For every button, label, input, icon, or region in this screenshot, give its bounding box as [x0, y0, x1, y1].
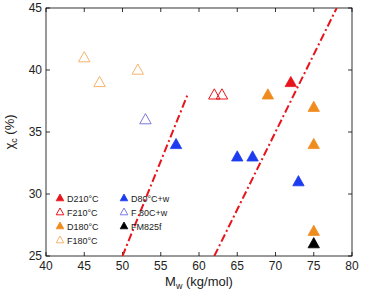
label-unit: (%): [2, 114, 17, 138]
x-tick: [352, 252, 353, 256]
legend-label: D80°C+w: [131, 194, 170, 204]
x-tick-label: 55: [154, 259, 168, 273]
x-tick-label: 45: [78, 259, 92, 273]
point: [308, 225, 319, 235]
x-tick-label: 70: [269, 259, 283, 273]
legend-label: F180°C: [67, 236, 98, 246]
point: [232, 151, 243, 161]
x-tick-top: [46, 8, 47, 12]
point: [132, 64, 143, 74]
x-tick-top: [313, 8, 314, 12]
y-tick: [46, 132, 50, 133]
y-tick-label: 35: [29, 125, 43, 139]
legend-marker: [120, 208, 128, 215]
point: [216, 89, 227, 99]
x-tick-top: [84, 8, 85, 12]
point: [209, 89, 220, 99]
point: [285, 76, 296, 86]
y-tick: [46, 70, 50, 71]
point: [140, 114, 151, 124]
y-tick: [46, 256, 50, 257]
x-tick-label: 50: [116, 259, 130, 273]
point: [293, 176, 304, 186]
y-tick-right: [348, 194, 352, 195]
legend-label: D210°C: [67, 194, 99, 204]
point: [308, 138, 319, 148]
legend-label: FM825f: [131, 222, 162, 232]
legend-label: D180°C: [67, 222, 99, 232]
x-tick-top: [122, 8, 123, 12]
legend-marker: [56, 222, 64, 229]
y-tick: [46, 194, 50, 195]
point: [247, 151, 258, 161]
y-tick-label: 45: [29, 1, 43, 15]
x-tick: [313, 252, 314, 256]
legend-marker: [120, 222, 128, 229]
y-tick: [46, 8, 50, 9]
y-tick-right: [348, 8, 352, 9]
y-tick-right: [348, 256, 352, 257]
x-tick: [160, 252, 161, 256]
legend-marker: [56, 194, 64, 201]
x-tick-label: 80: [345, 259, 359, 273]
x-tick-top: [160, 8, 161, 12]
legend-marker: [120, 194, 128, 201]
x-tick: [84, 252, 85, 256]
x-tick-label: 75: [307, 259, 321, 273]
y-tick-label: 40: [29, 63, 43, 77]
x-tick-top: [352, 8, 353, 12]
trend-line: [214, 8, 336, 256]
x-tick: [46, 252, 47, 256]
legend-marker: [56, 236, 64, 243]
plot-marks: [79, 8, 337, 256]
legend-marker: [56, 208, 64, 215]
legend-label: F210°C: [67, 208, 98, 218]
legend-label: F 80C+w: [131, 208, 168, 218]
trend-line: [123, 95, 188, 256]
point: [170, 138, 181, 148]
point: [308, 101, 319, 111]
point: [308, 238, 319, 248]
plot-frame: [46, 8, 352, 256]
y-tick-label: 25: [29, 249, 43, 263]
x-tick: [237, 252, 238, 256]
x-tick-label: 60: [192, 259, 206, 273]
x-tick: [199, 252, 200, 256]
x-tick: [275, 252, 276, 256]
x-tick-label: 65: [231, 259, 245, 273]
legend: D210°C F210°C D180°C F180°C D80°C+w F 80C+w FM…: [56, 194, 170, 246]
y-tick-right: [348, 132, 352, 133]
point: [94, 76, 105, 86]
x-axis-label: Mw (kg/mol): [165, 274, 233, 290]
point: [79, 52, 90, 62]
label-unit: (kg/mol): [182, 274, 233, 289]
x-tick-top: [199, 8, 200, 12]
y-tick-label: 30: [29, 187, 43, 201]
chart: 4045505560657075802530354045Mw (kg/mol)χ…: [0, 0, 367, 290]
x-tick-top: [275, 8, 276, 12]
x-tick-top: [237, 8, 238, 12]
label-symbol: M: [165, 274, 176, 289]
y-tick-right: [348, 70, 352, 71]
point: [262, 89, 273, 99]
y-axis-label: χc (%): [2, 114, 19, 149]
